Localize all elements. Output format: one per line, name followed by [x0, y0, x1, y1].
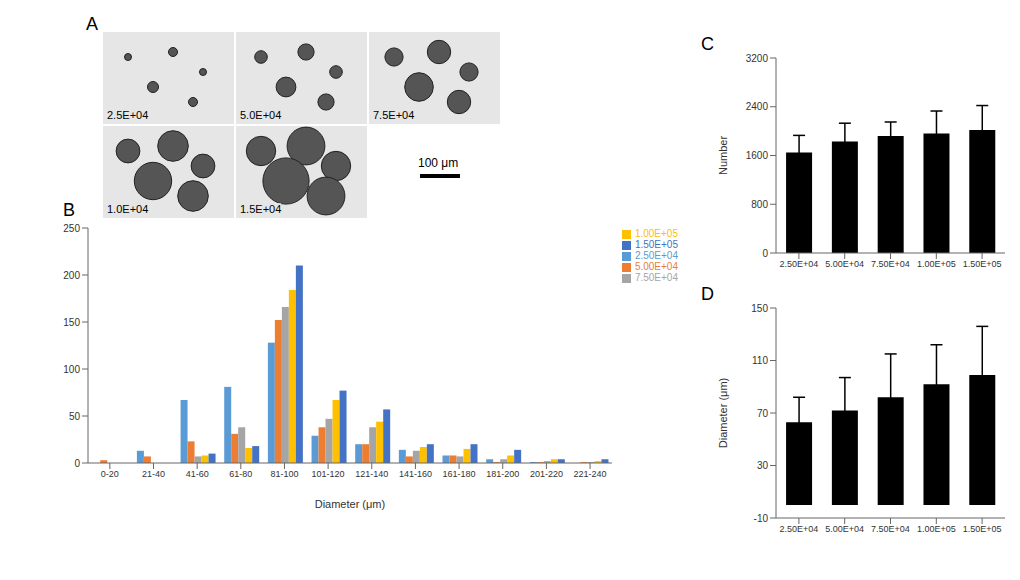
- html-text:5.00E+04: 5.00E+04: [634, 261, 678, 272]
- svg-text:Number: Number: [717, 136, 729, 175]
- svg-text:1.00E+05: 1.00E+05: [917, 259, 956, 269]
- svg-text:250: 250: [63, 223, 80, 234]
- svg-text:200: 200: [63, 270, 80, 281]
- svg-text:7.50E+04: 7.50E+04: [871, 524, 910, 534]
- svg-text:5.00E+04: 5.00E+04: [825, 259, 864, 269]
- svg-text:161-180: 161-180: [443, 469, 476, 479]
- html-text:100 μm: 100 μm: [418, 156, 459, 170]
- svg-text:100: 100: [63, 364, 80, 375]
- html-text:2.50E+04: 2.50E+04: [634, 250, 678, 261]
- svg-text:150: 150: [751, 303, 768, 314]
- svg-text:1.50E+05: 1.50E+05: [963, 259, 1002, 269]
- svg-text:61-80: 61-80: [229, 469, 252, 479]
- svg-text:1.00E+05: 1.00E+05: [917, 524, 956, 534]
- svg-text:41-60: 41-60: [186, 469, 209, 479]
- svg-text:221-240: 221-240: [574, 469, 607, 479]
- svg-text:0: 0: [762, 248, 768, 259]
- svg-text:-10: -10: [754, 513, 769, 524]
- svg-text:800: 800: [751, 199, 768, 210]
- svg-text:7.50E+04: 7.50E+04: [871, 259, 910, 269]
- svg-text:1600: 1600: [746, 150, 769, 161]
- svg-text:1.50E+05: 1.50E+05: [963, 524, 1002, 534]
- html-text:7.5E+04: 7.5E+04: [373, 109, 415, 121]
- svg-text:2.50E+04: 2.50E+04: [780, 524, 819, 534]
- html-text:5.0E+04: 5.0E+04: [240, 109, 282, 121]
- svg-text:141-160: 141-160: [399, 469, 432, 479]
- html-text:C: C: [701, 34, 714, 54]
- svg-text:101-120: 101-120: [312, 469, 345, 479]
- html-text:7.50E+04: 7.50E+04: [634, 272, 678, 283]
- svg-text:50: 50: [69, 411, 81, 422]
- svg-text:0: 0: [74, 458, 80, 469]
- svg-text:2400: 2400: [746, 101, 769, 112]
- svg-text:3200: 3200: [746, 53, 769, 64]
- svg-text:Diameter (μm): Diameter (μm): [717, 378, 729, 449]
- svg-text:181-200: 181-200: [486, 469, 519, 479]
- svg-text:21-40: 21-40: [142, 469, 165, 479]
- html-text:1.00E+05: 1.00E+05: [634, 228, 678, 239]
- html-text:B: B: [63, 200, 75, 220]
- svg-text:2.50E+04: 2.50E+04: [780, 259, 819, 269]
- svg-text:5.00E+04: 5.00E+04: [825, 524, 864, 534]
- svg-text:121-140: 121-140: [355, 469, 388, 479]
- svg-text:110: 110: [752, 355, 768, 366]
- html-text:1.50E+05: 1.50E+05: [634, 239, 678, 250]
- svg-text:201-220: 201-220: [530, 469, 563, 479]
- html-text:1.5E+04: 1.5E+04: [240, 203, 282, 215]
- html-text:2.5E+04: 2.5E+04: [107, 109, 149, 121]
- svg-text:70: 70: [757, 408, 769, 419]
- svg-text:81-100: 81-100: [270, 469, 298, 479]
- html-text:1.0E+04: 1.0E+04: [107, 203, 149, 215]
- svg-text:150: 150: [63, 317, 80, 328]
- html-text:D: D: [701, 284, 714, 304]
- svg-text:0-20: 0-20: [101, 469, 119, 479]
- svg-text:Diameter (μm): Diameter (μm): [315, 498, 386, 510]
- html-text:A: A: [86, 14, 98, 34]
- svg-text:30: 30: [757, 460, 769, 471]
